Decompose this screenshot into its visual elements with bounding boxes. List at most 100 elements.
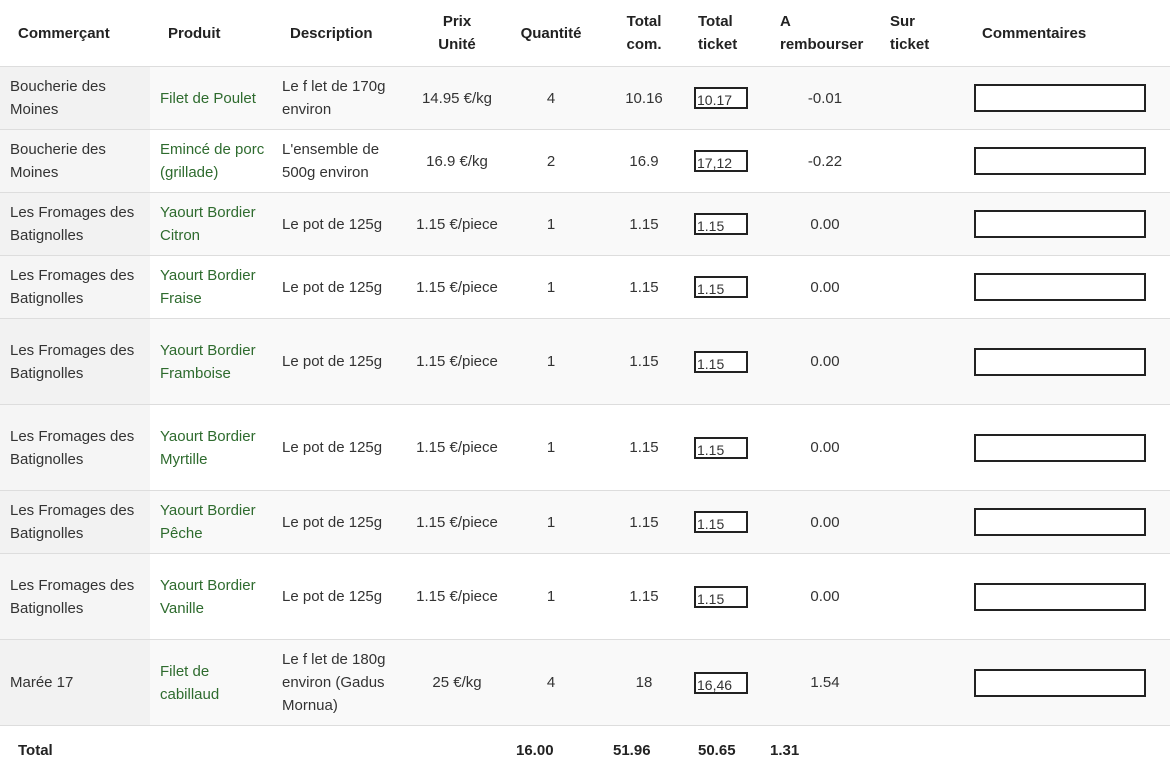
cell-sur-ticket xyxy=(880,640,972,726)
cell-sur-ticket xyxy=(880,67,972,130)
cell-prix: 16.9 €/kg xyxy=(412,130,502,193)
cell-description: L'ensemble de 500g environ xyxy=(272,130,412,193)
cell-sur-ticket xyxy=(880,491,972,554)
cell-total-com: 18 xyxy=(600,640,688,726)
cell-quantite: 1 xyxy=(502,319,600,405)
cell-sur-ticket xyxy=(880,405,972,491)
cell-prix: 1.15 €/piece xyxy=(412,193,502,256)
table-row: Marée 17 Filet de cabillaud Le f let de … xyxy=(0,640,1170,726)
total-ticket-input[interactable] xyxy=(694,437,748,459)
cell-total-ticket xyxy=(688,130,770,193)
cell-total-ticket xyxy=(688,319,770,405)
cell-commercant: Les Fromages des Batignolles xyxy=(0,554,150,640)
cell-total-ticket xyxy=(688,640,770,726)
cell-commentaire xyxy=(972,319,1170,405)
cell-commercant: Boucherie des Moines xyxy=(0,130,150,193)
cell-produit: Filet de Poulet xyxy=(150,67,272,130)
totals-empty-commentaire xyxy=(972,726,1170,772)
total-ticket-input[interactable] xyxy=(694,672,748,694)
header-total-com-line2: com. xyxy=(626,36,661,53)
header-sur-ticket-line1: Sur xyxy=(890,13,915,30)
cell-rembourser: 0.00 xyxy=(770,491,880,554)
header-commentaires: Commentaires xyxy=(972,0,1170,67)
totals-total-ticket: 50.65 xyxy=(688,726,770,772)
header-total-ticket-line1: Total xyxy=(698,13,733,30)
cell-produit: Yaourt Bordier Framboise xyxy=(150,319,272,405)
total-ticket-input[interactable] xyxy=(694,213,748,235)
table-row: Les Fromages des Batignolles Yaourt Bord… xyxy=(0,193,1170,256)
header-description: Description xyxy=(272,0,412,67)
total-ticket-input[interactable] xyxy=(694,150,748,172)
header-total-ticket-line2: ticket xyxy=(698,36,737,53)
comment-input[interactable] xyxy=(974,508,1146,536)
cell-rembourser: -0.01 xyxy=(770,67,880,130)
cell-commercant: Marée 17 xyxy=(0,640,150,726)
header-commercant: Commerçant xyxy=(0,0,150,67)
cell-commentaire xyxy=(972,640,1170,726)
cell-total-com: 1.15 xyxy=(600,193,688,256)
cell-total-ticket xyxy=(688,405,770,491)
total-ticket-input[interactable] xyxy=(694,586,748,608)
header-prix-line1: Prix xyxy=(443,13,471,30)
cell-total-ticket xyxy=(688,554,770,640)
table-row: Les Fromages des Batignolles Yaourt Bord… xyxy=(0,319,1170,405)
cell-total-com: 10.16 xyxy=(600,67,688,130)
cell-quantite: 4 xyxy=(502,640,600,726)
comment-input[interactable] xyxy=(974,348,1146,376)
cell-quantite: 1 xyxy=(502,256,600,319)
comment-input[interactable] xyxy=(974,147,1146,175)
comment-input[interactable] xyxy=(974,210,1146,238)
cell-quantite: 1 xyxy=(502,554,600,640)
comment-input[interactable] xyxy=(974,583,1146,611)
cell-commentaire xyxy=(972,67,1170,130)
header-total-com-line1: Total xyxy=(627,13,662,30)
header-prix-line2: Unité xyxy=(438,36,476,53)
table-row: Les Fromages des Batignolles Yaourt Bord… xyxy=(0,256,1170,319)
cell-prix: 1.15 €/piece xyxy=(412,319,502,405)
total-ticket-input[interactable] xyxy=(694,276,748,298)
comment-input[interactable] xyxy=(974,669,1146,697)
table-row: Les Fromages des Batignolles Yaourt Bord… xyxy=(0,491,1170,554)
cell-produit: Emincé de porc (grillade) xyxy=(150,130,272,193)
cell-prix: 1.15 €/piece xyxy=(412,554,502,640)
cell-produit: Yaourt Bordier Citron xyxy=(150,193,272,256)
cell-quantite: 4 xyxy=(502,67,600,130)
cell-commercant: Les Fromages des Batignolles xyxy=(0,405,150,491)
cell-produit: Yaourt Bordier Myrtille xyxy=(150,405,272,491)
total-ticket-input[interactable] xyxy=(694,351,748,373)
cell-prix: 1.15 €/piece xyxy=(412,491,502,554)
order-rows: Boucherie des Moines Filet de Poulet Le … xyxy=(0,67,1170,726)
cell-produit: Yaourt Bordier Fraise xyxy=(150,256,272,319)
cell-total-com: 1.15 xyxy=(600,256,688,319)
table-row: Les Fromages des Batignolles Yaourt Bord… xyxy=(0,405,1170,491)
cell-commentaire xyxy=(972,554,1170,640)
totals-empty-sur-ticket xyxy=(880,726,972,772)
totals-empty-prix xyxy=(412,726,502,772)
cell-quantite: 2 xyxy=(502,130,600,193)
header-rembourser-line2: rembourser xyxy=(780,36,863,53)
header-total-com: Total com. xyxy=(600,0,688,67)
total-ticket-input[interactable] xyxy=(694,511,748,533)
comment-input[interactable] xyxy=(974,273,1146,301)
cell-description: Le f let de 180g environ (Gadus Mornua) xyxy=(272,640,412,726)
table-row: Boucherie des Moines Emincé de porc (gri… xyxy=(0,130,1170,193)
cell-prix: 1.15 €/piece xyxy=(412,256,502,319)
comment-input[interactable] xyxy=(974,84,1146,112)
cell-rembourser: 0.00 xyxy=(770,405,880,491)
total-ticket-input[interactable] xyxy=(694,87,748,109)
cell-rembourser: -0.22 xyxy=(770,130,880,193)
header-prix-unite: Prix Unité xyxy=(412,0,502,67)
cell-total-ticket xyxy=(688,256,770,319)
totals-empty-produit xyxy=(150,726,272,772)
cell-prix: 14.95 €/kg xyxy=(412,67,502,130)
header-quantite: Quantité xyxy=(502,0,600,67)
cell-sur-ticket xyxy=(880,319,972,405)
cell-produit: Filet de cabillaud xyxy=(150,640,272,726)
cell-sur-ticket xyxy=(880,130,972,193)
cell-description: Le pot de 125g xyxy=(272,193,412,256)
comment-input[interactable] xyxy=(974,434,1146,462)
cell-sur-ticket xyxy=(880,554,972,640)
